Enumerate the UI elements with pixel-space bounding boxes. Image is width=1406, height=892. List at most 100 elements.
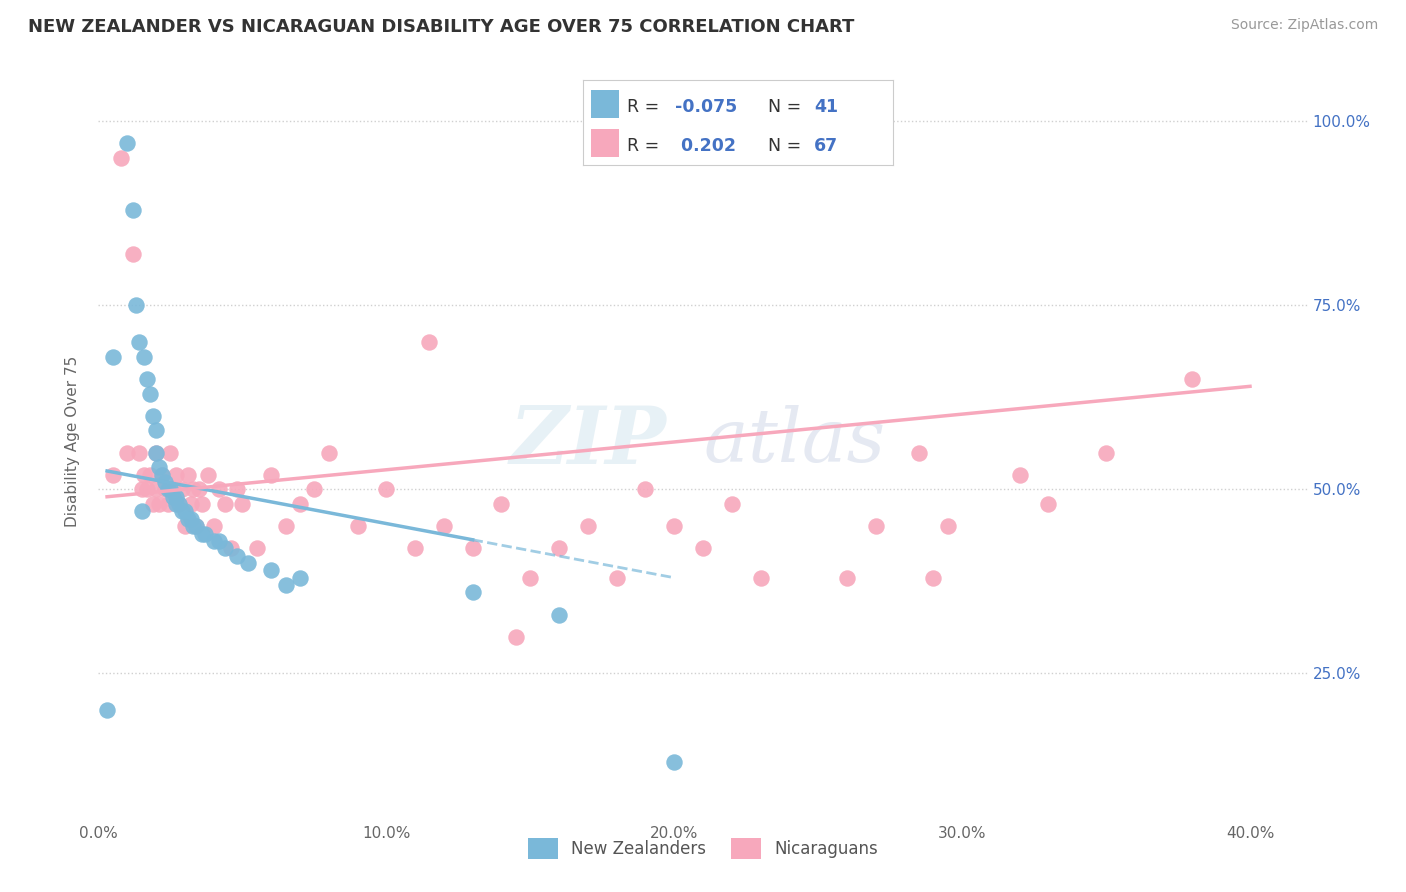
Text: NEW ZEALANDER VS NICARAGUAN DISABILITY AGE OVER 75 CORRELATION CHART: NEW ZEALANDER VS NICARAGUAN DISABILITY A… xyxy=(28,18,855,36)
Point xyxy=(115,136,138,151)
Text: 67: 67 xyxy=(814,137,838,155)
Point xyxy=(519,571,541,585)
Point xyxy=(288,571,311,585)
Point xyxy=(122,247,145,261)
Point xyxy=(664,519,686,533)
Point xyxy=(142,497,165,511)
Point xyxy=(936,519,959,533)
Point xyxy=(122,202,145,217)
Point xyxy=(188,483,211,497)
Text: N =: N = xyxy=(768,98,806,116)
Point xyxy=(159,483,181,497)
FancyBboxPatch shape xyxy=(591,89,619,118)
Point xyxy=(165,467,187,482)
Point xyxy=(318,445,340,459)
Point xyxy=(433,519,456,533)
Point xyxy=(176,512,198,526)
Text: Source: ZipAtlas.com: Source: ZipAtlas.com xyxy=(1230,18,1378,32)
Point xyxy=(145,445,167,459)
Point xyxy=(170,504,193,518)
Point xyxy=(134,350,156,364)
Point xyxy=(260,563,283,577)
Point xyxy=(153,483,176,497)
Point xyxy=(128,445,150,459)
Point xyxy=(749,571,772,585)
Point xyxy=(101,467,124,482)
Point xyxy=(167,497,190,511)
Point xyxy=(720,497,742,511)
Point xyxy=(194,526,217,541)
Point xyxy=(461,585,484,599)
Point xyxy=(1181,372,1204,386)
Point xyxy=(191,526,214,541)
FancyBboxPatch shape xyxy=(591,128,619,157)
Point xyxy=(548,541,571,556)
Point xyxy=(145,483,167,497)
Point xyxy=(214,497,236,511)
Point xyxy=(606,571,628,585)
Point xyxy=(162,483,184,497)
Point xyxy=(162,490,184,504)
Point xyxy=(274,519,297,533)
Point xyxy=(404,541,426,556)
Point xyxy=(375,483,398,497)
Point xyxy=(304,483,326,497)
Point xyxy=(418,335,440,350)
Point xyxy=(156,497,179,511)
Point xyxy=(208,533,231,548)
Point xyxy=(225,549,247,563)
Point xyxy=(461,541,484,556)
Point xyxy=(274,578,297,592)
Point xyxy=(101,350,124,364)
Point xyxy=(219,541,242,556)
Point xyxy=(202,533,225,548)
Point xyxy=(346,519,368,533)
Point xyxy=(505,630,527,644)
Point xyxy=(136,372,159,386)
Point xyxy=(664,755,686,769)
Point xyxy=(548,607,571,622)
Point xyxy=(96,703,118,717)
Point xyxy=(173,504,195,518)
Point xyxy=(202,519,225,533)
Point xyxy=(576,519,599,533)
Point xyxy=(139,386,162,401)
Text: R =: R = xyxy=(627,137,665,155)
Point xyxy=(208,483,231,497)
Point xyxy=(115,445,138,459)
Legend: New Zealanders, Nicaraguans: New Zealanders, Nicaraguans xyxy=(522,831,884,865)
Point xyxy=(491,497,513,511)
Text: N =: N = xyxy=(768,137,806,155)
Point xyxy=(191,497,214,511)
Point xyxy=(145,424,167,438)
Point xyxy=(150,467,173,482)
Point xyxy=(139,467,162,482)
Point xyxy=(634,483,657,497)
Point xyxy=(835,571,858,585)
Point xyxy=(173,519,195,533)
Point xyxy=(1095,445,1118,459)
Point xyxy=(186,519,208,533)
Point xyxy=(908,445,931,459)
Point xyxy=(214,541,236,556)
Point xyxy=(142,409,165,423)
Text: 0.202: 0.202 xyxy=(675,137,735,155)
Point xyxy=(131,504,153,518)
Point xyxy=(145,445,167,459)
Point xyxy=(159,445,181,459)
Point xyxy=(180,512,202,526)
Point xyxy=(225,483,247,497)
Point xyxy=(922,571,945,585)
Text: ZIP: ZIP xyxy=(510,403,666,480)
Point xyxy=(865,519,887,533)
Point xyxy=(692,541,714,556)
Point xyxy=(148,460,170,475)
Point xyxy=(165,497,187,511)
Point xyxy=(186,519,208,533)
Text: R =: R = xyxy=(627,98,665,116)
Point xyxy=(1038,497,1060,511)
Point xyxy=(1008,467,1031,482)
Text: atlas: atlas xyxy=(703,405,886,478)
Point xyxy=(170,483,193,497)
Point xyxy=(134,467,156,482)
